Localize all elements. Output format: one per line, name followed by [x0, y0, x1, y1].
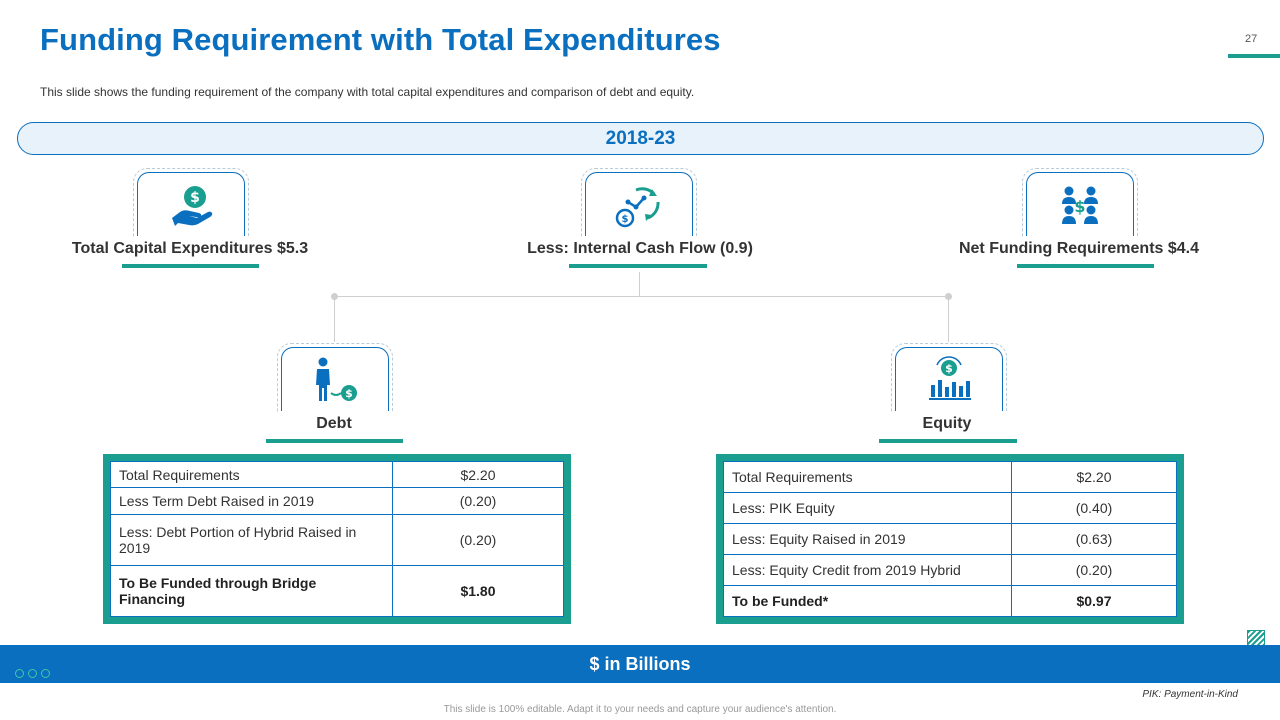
page-number: 27	[1245, 33, 1258, 45]
equity-row-item: To be Funded*	[723, 585, 1012, 617]
debt-label: Debt	[316, 415, 352, 432]
table-row-total: To be Funded* $0.97	[723, 585, 1177, 617]
table-row-total: To Be Funded through Bridge Financing $1…	[110, 564, 564, 618]
netfunding-underline	[1017, 264, 1154, 268]
period-banner: 2018-23	[17, 122, 1264, 155]
debt-row-value: $2.20	[392, 460, 564, 489]
netfunding-label: Net Funding Requirements $4.4	[958, 240, 1200, 257]
cash-cycle-icon: $	[615, 186, 660, 227]
equity-row-item: Total Requirements	[723, 461, 1012, 493]
team-dollar-icon: $	[1062, 186, 1098, 224]
editable-note: This slide is 100% editable. Adapt it to…	[443, 704, 837, 715]
equity-row-item: Less: Equity Credit from 2019 Hybrid	[723, 554, 1012, 586]
debt-row-value: (0.20)	[392, 487, 564, 515]
equity-row-item: Less: Equity Raised in 2019	[723, 523, 1012, 555]
debt-row-value: (0.20)	[392, 513, 564, 566]
debt-underline	[266, 439, 403, 443]
debt-row-item: To Be Funded through Bridge Financing	[110, 564, 393, 618]
equity-row-value: (0.40)	[1011, 492, 1177, 524]
page-number-underline	[1228, 54, 1280, 58]
debt-row-item: Less Term Debt Raised in 2019	[110, 487, 393, 515]
capex-underline	[122, 264, 259, 268]
debt-row-item: Total Requirements	[110, 460, 393, 489]
equity-table: Total Requirements $2.20 Less: PIK Equit…	[716, 454, 1184, 624]
debt-table: Total Requirements $2.20 Less Term Debt …	[103, 454, 571, 624]
person-dollar-icon: $	[316, 357, 357, 401]
capex-label: Total Capital Expenditures $5.3	[71, 240, 309, 257]
circle-icon	[41, 669, 50, 678]
svg-text:$: $	[190, 190, 200, 206]
decorative-dots	[15, 669, 50, 678]
cashflow-label: Less: Internal Cash Flow (0.9)	[527, 240, 753, 257]
slide-subtitle: This slide shows the funding requirement…	[40, 85, 695, 99]
svg-text:$: $	[945, 362, 953, 375]
svg-text:$: $	[345, 387, 353, 400]
svg-text:$: $	[622, 214, 629, 225]
equity-underline	[879, 439, 1017, 443]
hand-dollar-icon: $	[172, 185, 213, 226]
cashflow-icon-box: $	[581, 168, 697, 237]
connector-equity	[948, 296, 949, 342]
cashflow-underline	[569, 264, 707, 268]
equity-row-value: (0.20)	[1011, 554, 1177, 586]
equity-icon-box: $	[891, 343, 1007, 412]
capex-icon-box: $	[133, 168, 249, 237]
svg-text:$: $	[1074, 197, 1085, 216]
table-row: Less: Debt Portion of Hybrid Raised in 2…	[110, 513, 564, 566]
table-row: Less: Equity Raised in 2019 (0.63)	[723, 523, 1177, 555]
chart-dollar-icon: $	[929, 355, 971, 400]
connector-debt	[334, 296, 335, 342]
table-row: Less: PIK Equity (0.40)	[723, 492, 1177, 524]
equity-row-item: Less: PIK Equity	[723, 492, 1012, 524]
pik-footnote: PIK: Payment-in-Kind	[1142, 689, 1238, 700]
connector-horizontal	[334, 296, 948, 297]
table-row: Less: Equity Credit from 2019 Hybrid (0.…	[723, 554, 1177, 586]
units-label: $ in Billions	[589, 653, 691, 674]
equity-row-value: $0.97	[1011, 585, 1177, 617]
table-row: Less Term Debt Raised in 2019 (0.20)	[110, 487, 564, 515]
circle-icon	[28, 669, 37, 678]
equity-label: Equity	[922, 415, 972, 432]
slide-title: Funding Requirement with Total Expenditu…	[40, 22, 721, 57]
table-row: Total Requirements $2.20	[110, 460, 564, 489]
equity-row-value: $2.20	[1011, 461, 1177, 493]
debt-row-value: $1.80	[392, 564, 564, 618]
units-banner: $ in Billions	[0, 645, 1280, 683]
netfunding-icon-box: $	[1022, 168, 1138, 237]
table-row: Total Requirements $2.20	[723, 461, 1177, 493]
period-label: 2018-23	[605, 127, 676, 149]
equity-row-value: (0.63)	[1011, 523, 1177, 555]
debt-icon-box: $	[277, 343, 393, 412]
circle-icon	[15, 669, 24, 678]
debt-row-item: Less: Debt Portion of Hybrid Raised in 2…	[110, 513, 393, 566]
connector-stem	[639, 272, 640, 296]
